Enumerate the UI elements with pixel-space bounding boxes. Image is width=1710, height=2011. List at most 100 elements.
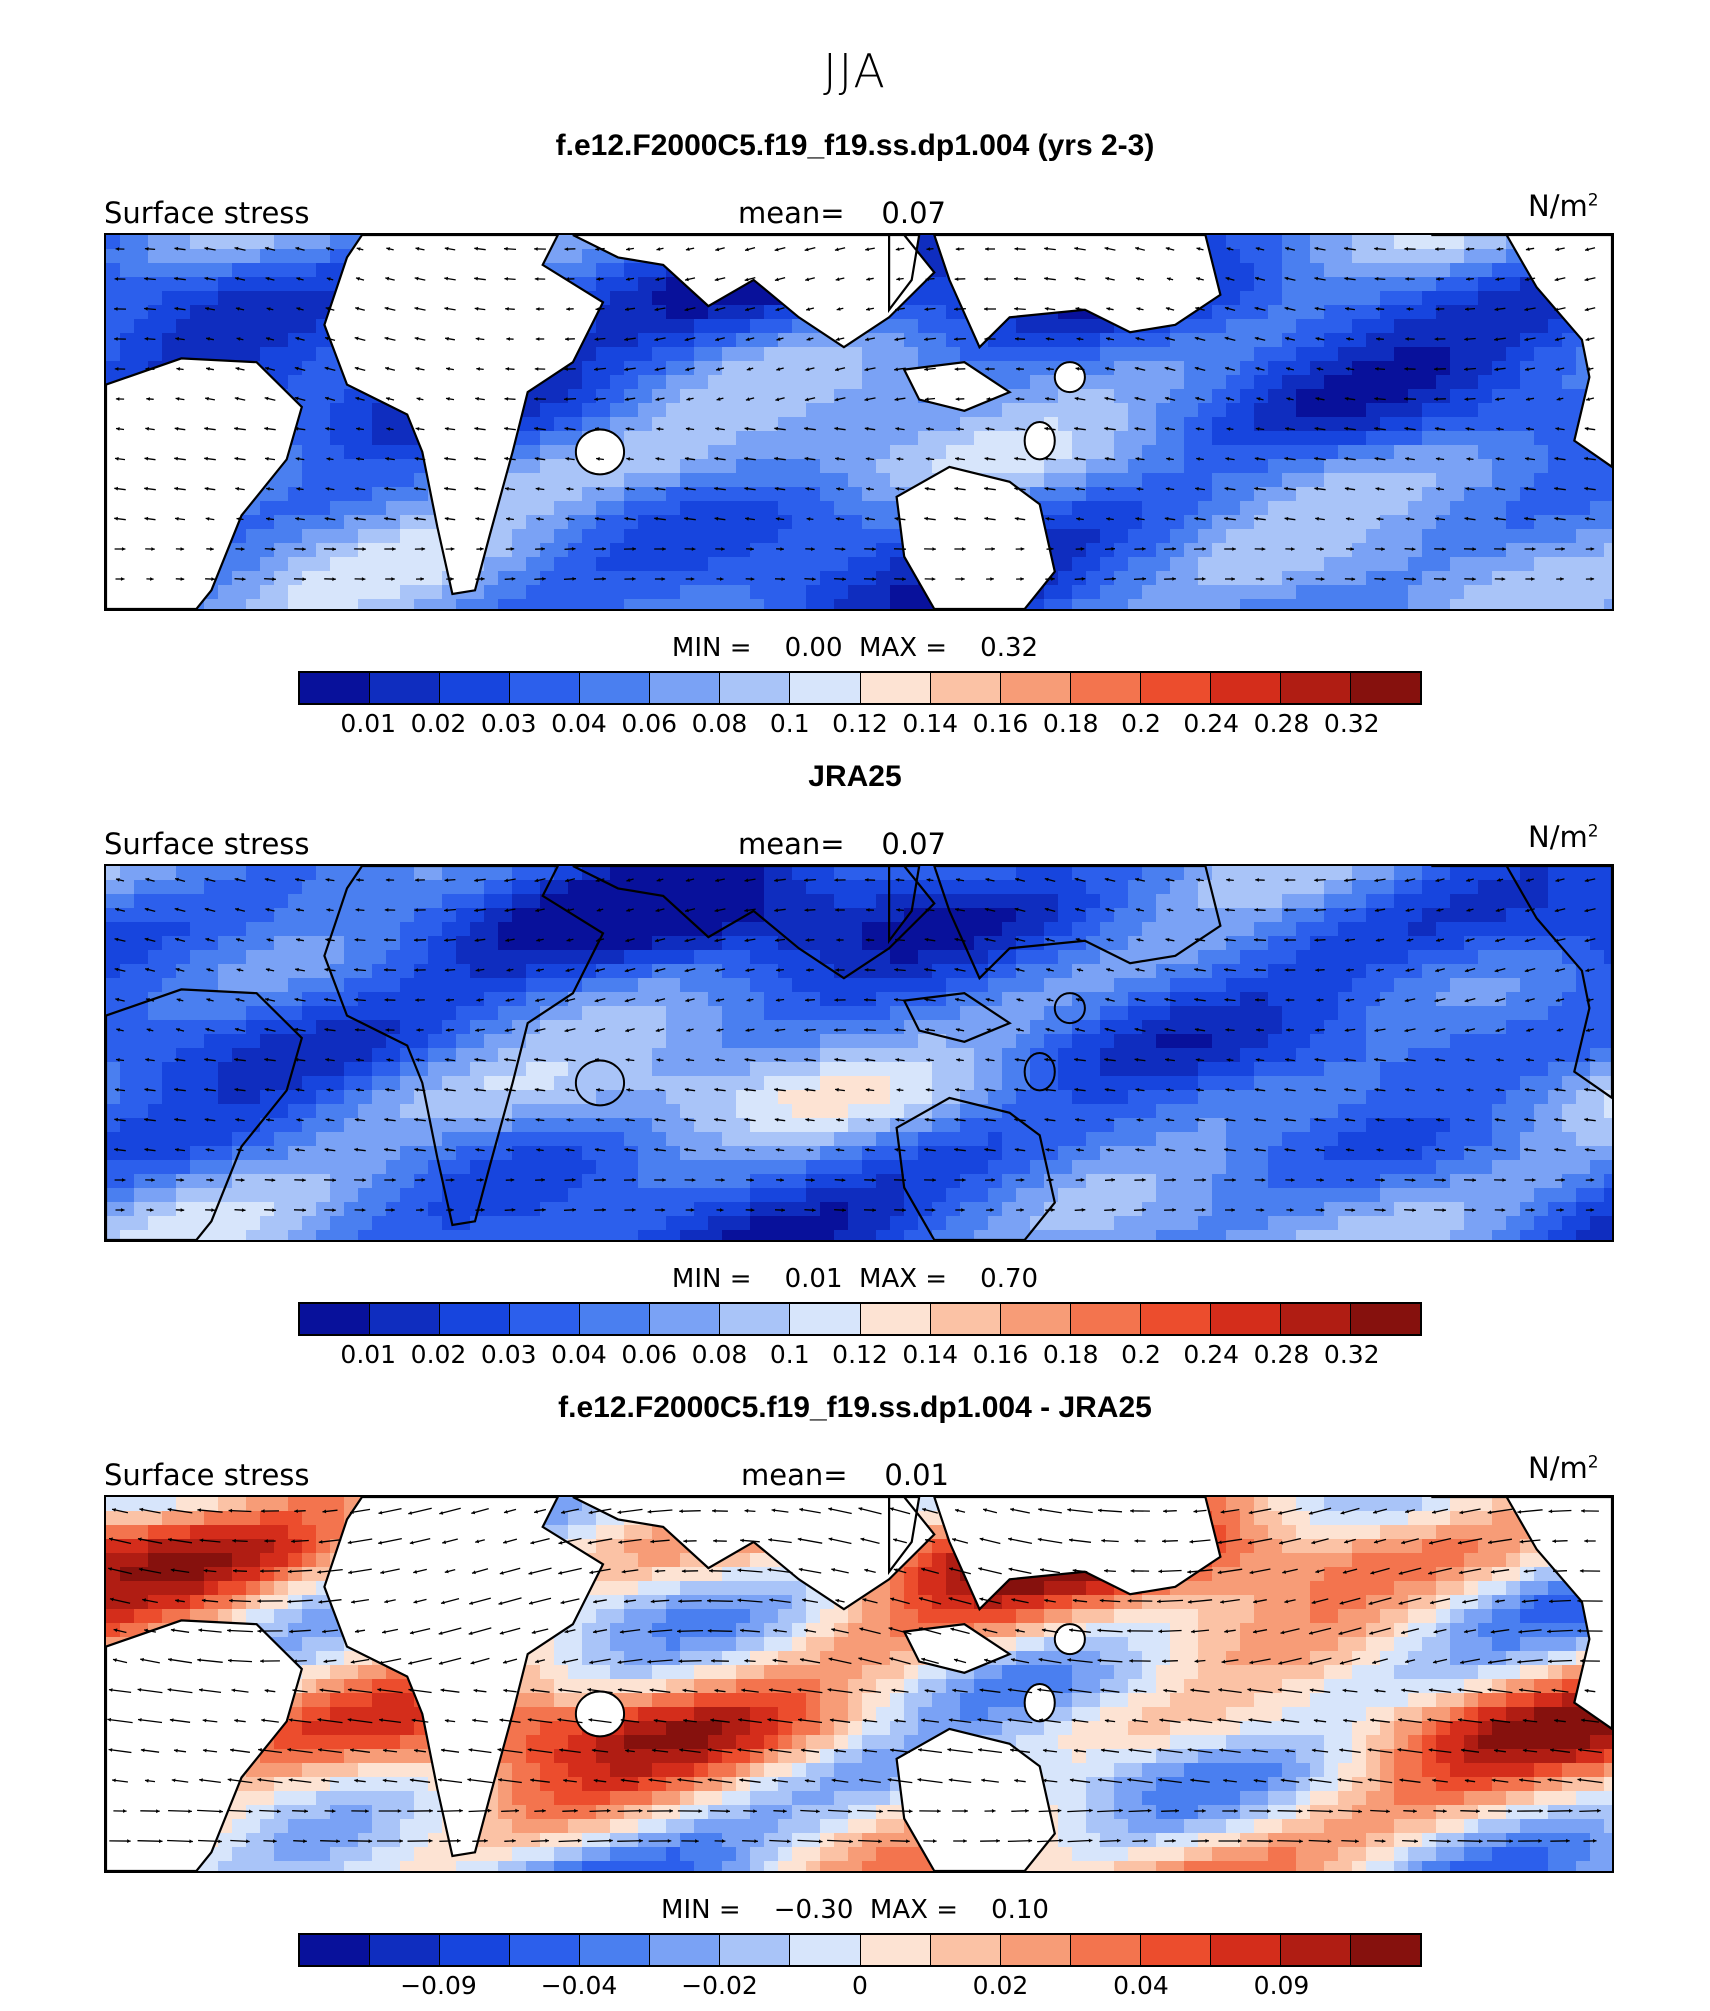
colorbar-tick-label: 0.12	[832, 709, 888, 738]
colorbar-tick-label: 0.16	[972, 709, 1029, 738]
colorbar-tick-label: 0.16	[972, 1340, 1029, 1369]
colorbar-tick-label: 0.24	[1183, 709, 1240, 738]
mean-label: mean= 0.07	[738, 196, 946, 230]
colorbar-swatch	[370, 673, 441, 703]
mean-label: mean= 0.07	[738, 827, 946, 861]
island	[1023, 1683, 1056, 1723]
colorbar-tick-label: 0.03	[480, 1340, 537, 1369]
island	[1023, 421, 1056, 461]
colorbar-swatch	[790, 1935, 861, 1965]
coastline	[106, 866, 1612, 1240]
colorbar-swatch	[300, 673, 371, 703]
colorbar-tick-label: 0.09	[1253, 1971, 1310, 2000]
colorbar-swatch	[930, 1304, 1001, 1334]
colorbar-swatch	[580, 1935, 651, 1965]
colorbar-tick-label: 0.06	[621, 1340, 678, 1369]
colorbar-tick-label: 0.02	[410, 1340, 467, 1369]
colorbar-tick-label: 0.28	[1253, 1340, 1310, 1369]
colorbar-swatch	[1140, 1304, 1211, 1334]
colorbar-swatch	[860, 1304, 931, 1334]
island	[574, 1690, 626, 1738]
colorbar-swatch	[1280, 673, 1351, 703]
colorbar-swatch	[1350, 1304, 1420, 1334]
panel-title: f.e12.F2000C5.f19_f19.ss.dp1.004 - JRA25	[558, 1391, 1152, 1424]
colorbar	[298, 671, 1422, 705]
colorbar-tick-label: −0.04	[540, 1971, 618, 2000]
colorbar-tick-label: 0.08	[691, 1340, 748, 1369]
colorbar-tick-label: 0.01	[340, 1340, 397, 1369]
colorbar-swatch	[1350, 1935, 1420, 1965]
colorbar-tick-label: 0.1	[769, 1340, 810, 1369]
colorbar-ticks: −0.09 −0.04 −0.02 0 0.02 0.04 0.09	[298, 1971, 1422, 2005]
map-panel	[104, 1495, 1614, 1873]
colorbar-tick-label: 0.32	[1323, 709, 1380, 738]
colorbar-tick-label: 0.18	[1042, 709, 1099, 738]
colorbar-tick-label: 0.14	[902, 1340, 959, 1369]
colorbar-swatch	[650, 1935, 721, 1965]
variable-label: Surface stress	[104, 827, 310, 861]
colorbar-swatch	[1070, 1304, 1141, 1334]
colorbar-tick-label: −0.02	[681, 1971, 758, 2000]
variable-label: Surface stress	[104, 1458, 310, 1492]
island	[574, 428, 626, 476]
colorbar	[298, 1302, 1422, 1336]
colorbar-tick-label: 0.32	[1323, 1340, 1380, 1369]
island	[1053, 361, 1086, 394]
stress-field	[106, 866, 1612, 1240]
colorbar-swatch	[1280, 1935, 1351, 1965]
colorbar-swatch	[1210, 1935, 1281, 1965]
colorbar-swatch	[440, 1935, 511, 1965]
colorbar-swatch	[930, 1935, 1001, 1965]
colorbar-swatch	[1350, 673, 1420, 703]
colorbar-swatch	[1070, 1935, 1141, 1965]
panel-title: JRA25	[808, 760, 902, 793]
colorbar-tick-label: 0.12	[832, 1340, 888, 1369]
colorbar-swatch	[1000, 1304, 1071, 1334]
min-max-label: MIN = 0.01 MAX = 0.70	[671, 1264, 1039, 1294]
colorbar-tick-label: 0.04	[1113, 1971, 1169, 2000]
colorbar-tick-label: 0.02	[410, 709, 467, 738]
min-max-label: MIN = 0.00 MAX = 0.32	[671, 633, 1039, 663]
colorbar-swatch	[720, 1935, 791, 1965]
units-label: N/m2	[1528, 189, 1599, 223]
coastline	[106, 1497, 1612, 1871]
stress-vectors	[113, 246, 1596, 581]
colorbar-swatch	[650, 1304, 721, 1334]
colorbar-swatch	[1000, 1935, 1071, 1965]
colorbar-swatch	[440, 673, 511, 703]
colorbar-swatch	[510, 1304, 581, 1334]
colorbar-tick-label: 0.06	[621, 709, 678, 738]
stress-vectors	[114, 877, 1596, 1212]
colorbar-swatch	[300, 1304, 371, 1334]
min-max-label: MIN = −0.30 MAX = 0.10	[661, 1895, 1049, 1925]
map-panel	[104, 864, 1614, 1242]
colorbar-swatch	[440, 1304, 511, 1334]
figure-title: JJA	[823, 44, 887, 98]
colorbar-swatch	[790, 673, 861, 703]
colorbar-tick-label: 0.03	[480, 709, 537, 738]
colorbar-ticks: 0.01 0.02 0.03 0.04 0.06 0.08 0.1 0.12 0.14 0.16 0…	[298, 709, 1422, 743]
colorbar-swatch	[1210, 673, 1281, 703]
colorbar-swatch	[300, 1935, 371, 1965]
colorbar-tick-label: 0.04	[551, 709, 607, 738]
colorbar-swatch	[1140, 673, 1211, 703]
map-panel	[104, 233, 1614, 611]
colorbar-tick-label: 0.24	[1183, 1340, 1240, 1369]
colorbar-swatch	[790, 1304, 861, 1334]
colorbar-swatch	[370, 1935, 441, 1965]
colorbar-swatch	[650, 673, 721, 703]
colorbar-swatch	[510, 673, 581, 703]
colorbar-tick-label: 0.2	[1121, 709, 1161, 738]
stress-vectors	[107, 1507, 1603, 1844]
colorbar-swatch	[580, 1304, 651, 1334]
island	[1023, 1052, 1056, 1092]
colorbar-tick-label: 0.28	[1253, 709, 1310, 738]
colorbar-tick-label: −0.09	[400, 1971, 477, 2000]
island	[1053, 1623, 1086, 1656]
colorbar-swatch	[1280, 1304, 1351, 1334]
colorbar-swatch	[1070, 673, 1141, 703]
colorbar-swatch	[860, 673, 931, 703]
colorbar-tick-label: 0.18	[1042, 1340, 1099, 1369]
colorbar-swatch	[720, 673, 791, 703]
colorbar-tick-label: 0	[852, 1971, 868, 2000]
